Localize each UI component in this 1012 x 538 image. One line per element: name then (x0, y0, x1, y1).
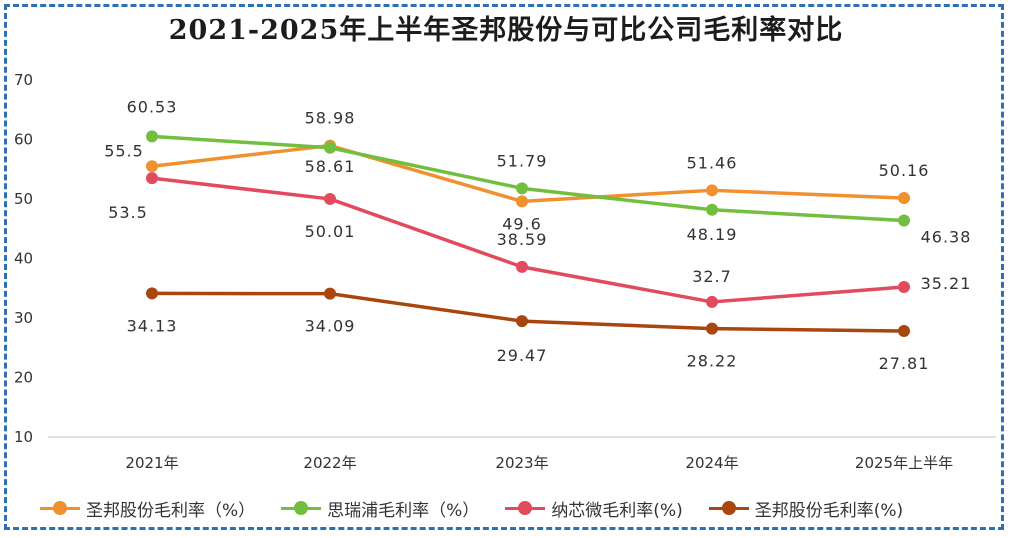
data-label: 51.46 (687, 153, 738, 172)
series-line (150, 291, 906, 333)
chart-legend: 圣邦股份毛利率（%） 思瑞浦毛利率（%） 纳芯微毛利率(%) 圣邦股份毛利率(%) (40, 494, 903, 522)
data-point (516, 182, 528, 195)
data-point (706, 295, 718, 308)
data-label: 51.79 (497, 151, 548, 170)
legend-label: 圣邦股份毛利率(%) (754, 500, 904, 521)
data-label: 58.61 (305, 157, 356, 176)
data-label: 35.21 (921, 274, 972, 293)
data-label: 32.7 (692, 267, 732, 286)
data-point (516, 260, 528, 273)
data-point (146, 130, 158, 143)
legend-item: 思瑞浦毛利率（%） (281, 496, 479, 521)
legend-swatch (40, 501, 80, 515)
y-tick-label: 30 (14, 309, 33, 327)
data-point (324, 192, 336, 205)
data-point (324, 287, 336, 300)
data-point (898, 325, 910, 338)
data-point (898, 214, 910, 227)
y-tick-label: 50 (14, 190, 33, 208)
x-tick-label: 2025年上半年 (855, 454, 953, 472)
legend-swatch (281, 501, 322, 515)
legend-item: 圣邦股份毛利率（%） (40, 496, 255, 521)
data-point (516, 195, 528, 208)
data-label: 27.81 (879, 354, 930, 373)
data-label: 60.53 (127, 97, 178, 116)
x-tick-label: 2023年 (495, 454, 548, 472)
y-tick-label: 60 (14, 131, 33, 149)
data-point (516, 315, 528, 328)
data-label: 49.6 (502, 214, 542, 233)
data-label: 58.98 (305, 109, 356, 128)
data-label: 28.22 (687, 352, 738, 371)
data-label: 34.13 (127, 316, 178, 335)
data-label: 38.59 (497, 230, 548, 249)
series-line (150, 134, 906, 223)
x-tick-label: 2024年 (685, 454, 738, 472)
legend-swatch (708, 501, 749, 515)
data-label: 29.47 (497, 346, 548, 365)
y-tick-label: 70 (14, 71, 33, 89)
y-tick-label: 20 (14, 369, 33, 387)
legend-swatch (505, 501, 546, 515)
data-label: 53.5 (108, 203, 148, 222)
data-point (324, 141, 336, 154)
legend-item: 纳芯微毛利率(%) (505, 496, 683, 521)
data-point (146, 287, 158, 300)
legend-item: 圣邦股份毛利率(%) (708, 496, 904, 521)
data-label: 48.19 (687, 225, 738, 244)
data-point (146, 172, 158, 185)
data-point (146, 160, 158, 173)
legend-label: 纳芯微毛利率(%) (551, 500, 683, 521)
data-point (706, 184, 718, 197)
data-point (898, 192, 910, 205)
data-point (706, 322, 718, 335)
y-tick-label: 10 (14, 428, 33, 446)
x-tick-label: 2022年 (303, 454, 356, 472)
chart-frame (4, 4, 1004, 530)
x-tick-label: 2021年 (125, 454, 178, 472)
data-label: 46.38 (921, 228, 972, 247)
legend-label: 思瑞浦毛利率（%） (327, 500, 480, 521)
data-label: 55.5 (104, 141, 144, 160)
data-point (706, 203, 718, 216)
y-tick-label: 40 (14, 250, 33, 268)
data-label: 34.09 (305, 317, 356, 336)
data-label: 50.16 (879, 161, 930, 180)
legend-label: 圣邦股份毛利率（%） (86, 500, 256, 521)
data-label: 50.01 (305, 222, 356, 241)
data-point (898, 281, 910, 294)
chart-title: 2021-2025年上半年圣邦股份与可比公司毛利率对比 (168, 15, 844, 46)
